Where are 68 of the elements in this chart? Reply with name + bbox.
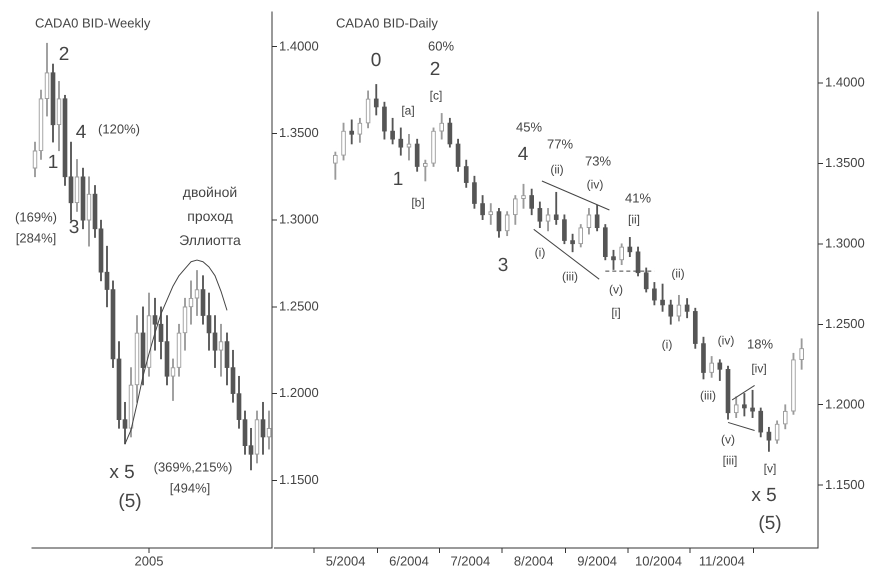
annotation: [ii] <box>628 212 640 226</box>
annotation: (120%) <box>98 122 140 137</box>
annotation: 45% <box>516 120 542 135</box>
annotation: 41% <box>624 190 652 206</box>
annotation: [v] <box>764 461 776 476</box>
chart-title: CADA0 BID-Daily <box>336 16 438 31</box>
annotation: (ii) <box>550 162 564 176</box>
annotation: (369%,215%) <box>154 460 232 475</box>
y-tick-label: 1.3500 <box>825 154 865 170</box>
candlestick <box>406 134 412 160</box>
chart-title: CADA0 BID-Weekly <box>35 16 151 31</box>
annotation: 2 <box>430 59 440 80</box>
y-tick-label: 1.4000 <box>825 74 865 90</box>
x-tick-label: 9/2004 <box>577 553 618 568</box>
annotation: 60% <box>428 38 454 54</box>
annotation: 1 <box>48 152 58 174</box>
y-tick-label: 1.3000 <box>279 212 319 227</box>
annotation: 73% <box>584 154 612 169</box>
annotation: 3 <box>68 217 80 238</box>
annotation: 4 <box>518 144 529 166</box>
annotation: [a] <box>401 103 415 118</box>
annotation: x 5 <box>751 485 777 506</box>
y-tick-label: 1.1500 <box>825 476 865 492</box>
x-tick-label: 5/2004 <box>326 553 366 568</box>
x-tick-label: 10/2004 <box>634 553 682 568</box>
candlestick <box>742 393 747 416</box>
annotation: (iii) <box>700 388 716 402</box>
x-tick-label: 2005 <box>134 553 164 568</box>
annotation: [iv] <box>751 361 767 376</box>
y-tick-label: 1.4000 <box>279 38 319 54</box>
annotation: (iv) <box>718 333 734 348</box>
y-tick-label: 1.1500 <box>279 472 319 487</box>
annotation: двойной проход Эллиотта <box>179 184 242 248</box>
annotation: (i) <box>534 245 546 260</box>
annotation: (169%) <box>15 210 57 225</box>
annotation: (5) <box>758 513 782 534</box>
x-tick-label: 11/2004 <box>698 553 745 568</box>
x-tick-label: 6/2004 <box>389 553 429 568</box>
annotation: [i] <box>611 305 621 320</box>
annotation: 1 <box>392 169 404 190</box>
annotation: [b] <box>411 195 425 210</box>
annotation: 77% <box>546 136 574 152</box>
y-tick-label: 1.2000 <box>825 396 865 412</box>
annotation: (v) <box>721 432 735 446</box>
annotation: [494%] <box>170 480 210 496</box>
annotation: x 5 <box>109 462 135 484</box>
annotation: (iv) <box>586 177 604 192</box>
annotation: (i) <box>662 337 672 352</box>
annotation: 3 <box>498 255 508 276</box>
annotation: (v) <box>609 282 623 296</box>
annotation: (iii) <box>562 269 578 284</box>
annotation: 2 <box>58 44 70 66</box>
annotation: 0 <box>370 50 382 72</box>
y-tick-label: 1.3500 <box>279 125 319 140</box>
x-tick-label: 7/2004 <box>450 553 490 568</box>
y-tick-label: 1.2000 <box>279 385 319 400</box>
annotation: (5) <box>118 491 142 512</box>
y-tick-label: 1.3000 <box>825 235 865 250</box>
annotation: 18% <box>746 336 774 352</box>
candlestick <box>750 390 755 418</box>
y-tick-label: 1.2500 <box>279 298 319 314</box>
annotation: (ii) <box>671 266 685 280</box>
annotation: [iii] <box>722 453 738 468</box>
annotation: [c] <box>430 88 442 102</box>
annotation: 4 <box>76 122 87 144</box>
annotation: [284%] <box>16 230 56 246</box>
y-tick-label: 1.2500 <box>825 316 865 331</box>
x-tick-label: 8/2004 <box>514 553 554 568</box>
